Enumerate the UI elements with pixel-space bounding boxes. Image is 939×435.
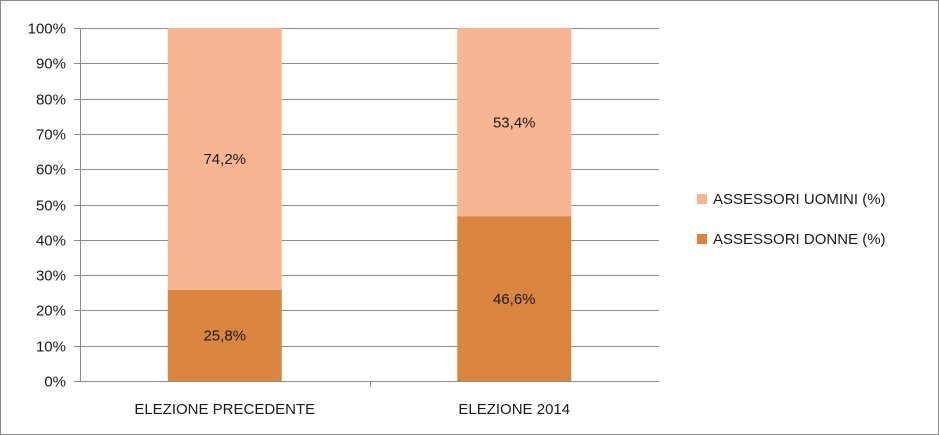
- y-tick-label: 20%: [36, 303, 66, 320]
- bar-segment: [167, 28, 282, 290]
- y-tick-label: 60%: [36, 162, 66, 179]
- y-tick-label: 70%: [36, 127, 66, 144]
- data-label: 74,2%: [203, 151, 246, 168]
- data-label: 46,6%: [493, 291, 536, 308]
- y-tick-label: 30%: [36, 268, 66, 285]
- legend-label: ASSESSORI UOMINI (%): [713, 191, 886, 208]
- y-tick-label: 40%: [36, 233, 66, 250]
- data-label: 25,8%: [203, 327, 246, 344]
- bar-segment: [457, 216, 572, 381]
- legend-swatch: [697, 234, 707, 244]
- y-tick-label: 80%: [36, 92, 66, 109]
- y-tick-label: 0%: [44, 374, 66, 391]
- data-label: 53,4%: [493, 114, 536, 131]
- y-tick-label: 100%: [28, 21, 66, 38]
- x-category-label: ELEZIONE 2014: [458, 401, 570, 418]
- y-tick-label: 90%: [36, 56, 66, 73]
- legend-swatch: [697, 194, 707, 204]
- y-tick-label: 10%: [36, 339, 66, 356]
- y-tick-label: 50%: [36, 198, 66, 215]
- bar-segment: [457, 28, 572, 217]
- bar-segment: [167, 289, 282, 381]
- x-category-label: ELEZIONE PRECEDENTE: [134, 401, 315, 418]
- legend-label: ASSESSORI DONNE (%): [713, 231, 886, 248]
